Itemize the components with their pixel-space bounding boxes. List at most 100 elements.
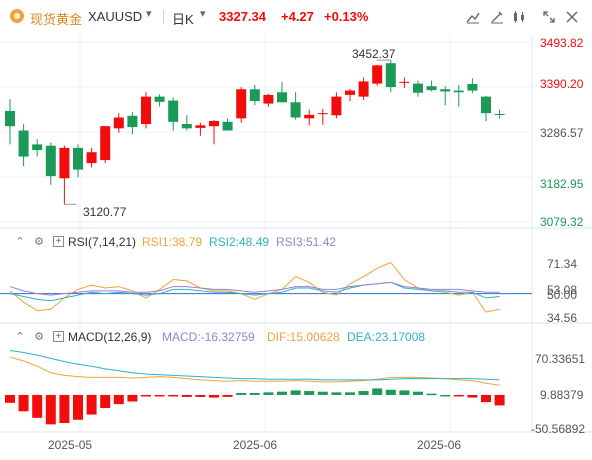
- macd-axis-label: 9.88379: [540, 388, 584, 402]
- candle-body: [100, 126, 111, 161]
- candle-body: [209, 120, 219, 127]
- low-annotation: 3120.77: [83, 205, 127, 219]
- instrument-name[interactable]: 现货黄金: [30, 12, 83, 27]
- period-chevron-down-icon[interactable]: ▾: [200, 8, 206, 20]
- macd-histogram-bar: [440, 394, 451, 397]
- rsi-series-line-rsi1: [9, 261, 500, 313]
- macd-histogram-bar: [304, 391, 315, 395]
- macd-histogram-bar: [32, 394, 43, 418]
- macd-histogram-bar: [481, 394, 491, 403]
- candle-body: [399, 81, 410, 83]
- settings-gear-icon[interactable]: ⚙: [34, 236, 44, 248]
- expand-box-icon[interactable]: +: [53, 331, 64, 342]
- macd-histogram-bar: [113, 394, 124, 405]
- chevron-down-icon[interactable]: ▾: [146, 8, 152, 20]
- candle-body: [18, 130, 29, 157]
- candle-type-icon[interactable]: [510, 8, 528, 26]
- fullscreen-icon[interactable]: [540, 8, 558, 26]
- candle-body: [222, 121, 233, 131]
- price-axis-label: 3079.32: [540, 215, 584, 229]
- instrument-symbol[interactable]: XAUUSD: [88, 9, 143, 24]
- macd-histogram-bar: [453, 394, 464, 397]
- date-axis-label: 2025-06: [233, 438, 278, 452]
- macd-histogram-bar: [59, 394, 70, 424]
- macd-histogram-bar: [18, 394, 29, 412]
- compare-icon[interactable]: [464, 8, 482, 26]
- candle-body: [304, 114, 315, 119]
- rsi-axis-label: 34.56: [547, 311, 578, 325]
- candle-body: [168, 100, 179, 122]
- macd-histogram-bar: [358, 391, 369, 395]
- macd-histogram-bar: [426, 393, 437, 396]
- macd-histogram-bar: [236, 392, 247, 395]
- high-annotation: 3452.37: [352, 47, 396, 61]
- candle-body: [426, 86, 437, 91]
- macd-histogram-bar: [127, 394, 138, 402]
- candle-body: [372, 65, 383, 84]
- candle-body: [440, 89, 451, 92]
- candle-body: [73, 147, 83, 170]
- settings-gear-icon[interactable]: ⚙: [34, 331, 44, 343]
- macd-histogram-bar: [277, 391, 287, 395]
- candle-body: [385, 63, 396, 88]
- date-axis-label: 2025-05: [48, 438, 93, 452]
- macd-histogram-bar: [345, 392, 355, 395]
- macd-axis-label: -50.56892: [531, 422, 586, 436]
- candle-body: [453, 90, 464, 93]
- price-axis-label: 3182.95: [540, 177, 584, 191]
- macd-value: MACD:-16.32759: [162, 330, 255, 344]
- price-axis-label: 3493.82: [540, 36, 584, 50]
- candle-body: [290, 102, 301, 118]
- macd-title[interactable]: MACD(12,26,9): [68, 330, 152, 344]
- candle-body: [277, 92, 287, 103]
- rsi-title[interactable]: RSI(7,14,21): [68, 235, 137, 249]
- price-axis-label: 3390.20: [540, 77, 584, 91]
- candle-body: [127, 115, 138, 128]
- candle-body: [249, 89, 260, 101]
- candle-body: [113, 117, 124, 129]
- macd-histogram-bar: [290, 390, 301, 395]
- candle-body: [5, 110, 15, 127]
- candle-body: [358, 81, 369, 97]
- collapse-icon[interactable]: ⌃: [15, 331, 25, 343]
- rsi1-value: RSI1:38.79: [142, 235, 203, 249]
- rsi2-value: RSI2:48.49: [209, 235, 270, 249]
- drawing-icon[interactable]: [488, 8, 506, 26]
- candle-body: [331, 96, 342, 116]
- macd-histogram-bar: [45, 394, 56, 425]
- candle-body: [481, 96, 491, 114]
- macd-histogram-bar: [385, 389, 396, 395]
- candle-body: [317, 113, 328, 115]
- candle-body: [494, 114, 505, 116]
- macd-histogram-bar: [86, 394, 97, 415]
- price-change: +4.27: [281, 9, 314, 24]
- rsi-axis-label: 50.00: [547, 288, 578, 302]
- macd-histogram-bar: [154, 394, 165, 397]
- rsi-series-line-rsi2: [9, 281, 500, 302]
- macd-histogram-bar: [5, 394, 15, 403]
- macd-histogram-bar: [372, 388, 383, 395]
- macd-histogram-bar: [249, 392, 260, 395]
- close-icon[interactable]: [563, 8, 581, 26]
- macd-histogram-bar: [331, 392, 342, 395]
- macd-axis-label: 70.33651: [535, 352, 586, 366]
- collapse-icon[interactable]: ⌃: [15, 236, 25, 248]
- dif-value: DIF:15.00628: [267, 330, 340, 344]
- candle-body: [32, 144, 43, 151]
- gold-logo-icon: [10, 9, 24, 23]
- expand-box-icon[interactable]: +: [53, 236, 64, 247]
- rsi-series-line-rsi3: [9, 281, 500, 296]
- dea-value: DEA:23.17008: [347, 330, 426, 344]
- period-selector[interactable]: 日K: [172, 12, 194, 27]
- macd-histogram-bar: [168, 394, 179, 397]
- candle-body: [467, 84, 478, 91]
- last-price: 3327.34: [219, 9, 266, 24]
- price-axis-label: 3286.57: [540, 126, 584, 140]
- macd-histogram-bar: [141, 394, 151, 397]
- macd-histogram-bar: [73, 394, 83, 420]
- macd-histogram-bar: [413, 391, 423, 395]
- divider: [163, 10, 164, 24]
- macd-histogram-bar: [399, 390, 410, 395]
- chart-header: 现货黄金 XAUUSD ▾ 日K ▾ 3327.34 +4.27 +0.13%: [0, 0, 592, 32]
